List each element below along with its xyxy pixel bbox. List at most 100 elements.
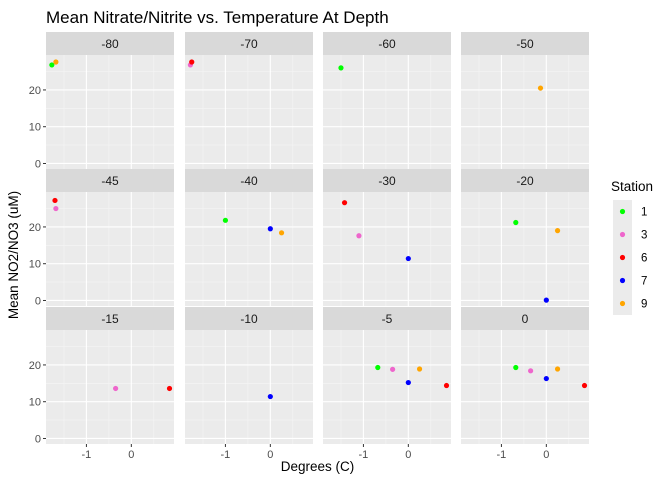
- data-point-station-6: [52, 197, 58, 204]
- data-point-station-7: [267, 393, 273, 400]
- x-tick-label: 0: [405, 449, 411, 461]
- legend-point-station-9: [619, 300, 626, 307]
- panel-background: [323, 55, 451, 169]
- y-tick-label: 20: [29, 222, 41, 234]
- y-tick-label: 20: [29, 360, 41, 372]
- x-tick-label: -1: [221, 449, 231, 461]
- data-point-station-1: [513, 364, 519, 371]
- facet-panel: -10: [185, 307, 313, 444]
- legend-point-station-3: [619, 231, 626, 238]
- data-point-station-9: [537, 85, 544, 91]
- facet-strip: [46, 169, 174, 192]
- facet-label: -40: [240, 174, 258, 188]
- facet-strip: [323, 307, 451, 330]
- facet-strip: [185, 307, 313, 330]
- panel-background: [46, 55, 174, 169]
- facet-label: -10: [240, 312, 258, 326]
- y-tick-label: 10: [29, 259, 41, 271]
- data-point-station-3: [113, 385, 119, 392]
- facet-panel: -15: [46, 307, 174, 444]
- legend-label: 1: [641, 207, 647, 219]
- data-point-station-6: [581, 382, 588, 389]
- facet-strip: [461, 32, 589, 55]
- legend-label: 6: [641, 253, 647, 265]
- facet-strip: [461, 307, 589, 330]
- y-tick-label: 10: [29, 122, 41, 134]
- data-point-station-3: [356, 233, 362, 239]
- panel-background: [323, 192, 451, 306]
- y-tick-label: 20: [29, 85, 41, 97]
- y-tick-label: 0: [35, 158, 41, 170]
- y-tick-label: 0: [35, 295, 41, 307]
- panel-background: [461, 55, 589, 169]
- facet-panel: -40: [185, 169, 313, 306]
- panel-background: [185, 192, 313, 306]
- data-point-station-1: [338, 65, 344, 71]
- facet-panel: -30: [323, 169, 451, 306]
- data-point-station-6: [443, 382, 450, 389]
- panel-background: [46, 330, 174, 444]
- facet-label: -50: [516, 37, 534, 51]
- panel-background: [185, 55, 313, 169]
- data-point-station-9: [554, 228, 561, 234]
- data-point-station-7: [267, 226, 273, 232]
- data-point-station-3: [528, 368, 534, 374]
- y-tick-label: 10: [29, 397, 41, 409]
- facet-label: -20: [516, 174, 534, 188]
- facet-strip: [46, 307, 174, 330]
- x-tick-label: -1: [359, 449, 369, 461]
- facet-strip: [323, 32, 451, 55]
- data-point-station-1: [513, 219, 519, 226]
- y-axis-title: Mean NO2/NO3 (uM): [6, 191, 21, 319]
- chart-title: Mean Nitrate/Nitrite vs. Temperature At …: [46, 8, 389, 27]
- data-point-station-7: [543, 375, 549, 382]
- facet-label: -30: [378, 174, 396, 188]
- facet-strip: [461, 169, 589, 192]
- data-point-station-7: [405, 255, 411, 262]
- data-point-station-7: [543, 297, 549, 303]
- facet-panel: -70: [185, 32, 313, 169]
- data-point-station-3: [53, 205, 59, 212]
- data-point-station-3: [390, 366, 396, 372]
- facet-label: -70: [240, 37, 258, 51]
- data-point-station-6: [341, 200, 348, 206]
- panel-background: [461, 192, 589, 306]
- legend-label: 3: [641, 230, 647, 242]
- x-tick-label: 0: [543, 449, 549, 461]
- facet-label: -5: [382, 312, 393, 326]
- legend-title: Station: [611, 179, 653, 194]
- data-point-station-9: [278, 230, 285, 236]
- facet-panels: -80 -70 -60 -50-45 -40 -30 -20-15 -10 -5 0: [46, 32, 589, 444]
- legend-label: 7: [641, 276, 647, 288]
- panel-background: [185, 330, 313, 444]
- data-point-station-6: [189, 59, 195, 65]
- data-point-station-9: [416, 366, 423, 372]
- panel-background: [323, 330, 451, 444]
- facet-panel: -80: [46, 32, 174, 169]
- facet-label: -45: [101, 174, 119, 188]
- facet-panel: -45: [46, 169, 174, 306]
- facet-panel: -20: [461, 169, 589, 306]
- facet-label: -15: [101, 312, 119, 326]
- x-tick-label: -1: [82, 449, 92, 461]
- legend-point-station-1: [619, 208, 626, 215]
- panel-background: [461, 330, 589, 444]
- legend-point-station-6: [619, 254, 626, 261]
- facet-panel: -5: [323, 307, 451, 444]
- data-point-station-7: [405, 379, 411, 386]
- data-point-station-9: [554, 366, 561, 372]
- facet-strip: [323, 169, 451, 192]
- data-point-station-1: [375, 364, 381, 371]
- data-point-station-6: [166, 385, 173, 392]
- facet-strip: [46, 32, 174, 55]
- facet-label: -80: [101, 37, 119, 51]
- data-point-station-1: [222, 217, 229, 223]
- x-tick-label: 0: [267, 449, 273, 461]
- x-tick-label: 0: [128, 449, 134, 461]
- data-point-station-1: [49, 62, 55, 68]
- facet-panel: -50: [461, 32, 589, 169]
- facet-strip: [185, 169, 313, 192]
- facet-panel: 0: [461, 307, 589, 444]
- facet-panel: -60: [323, 32, 451, 169]
